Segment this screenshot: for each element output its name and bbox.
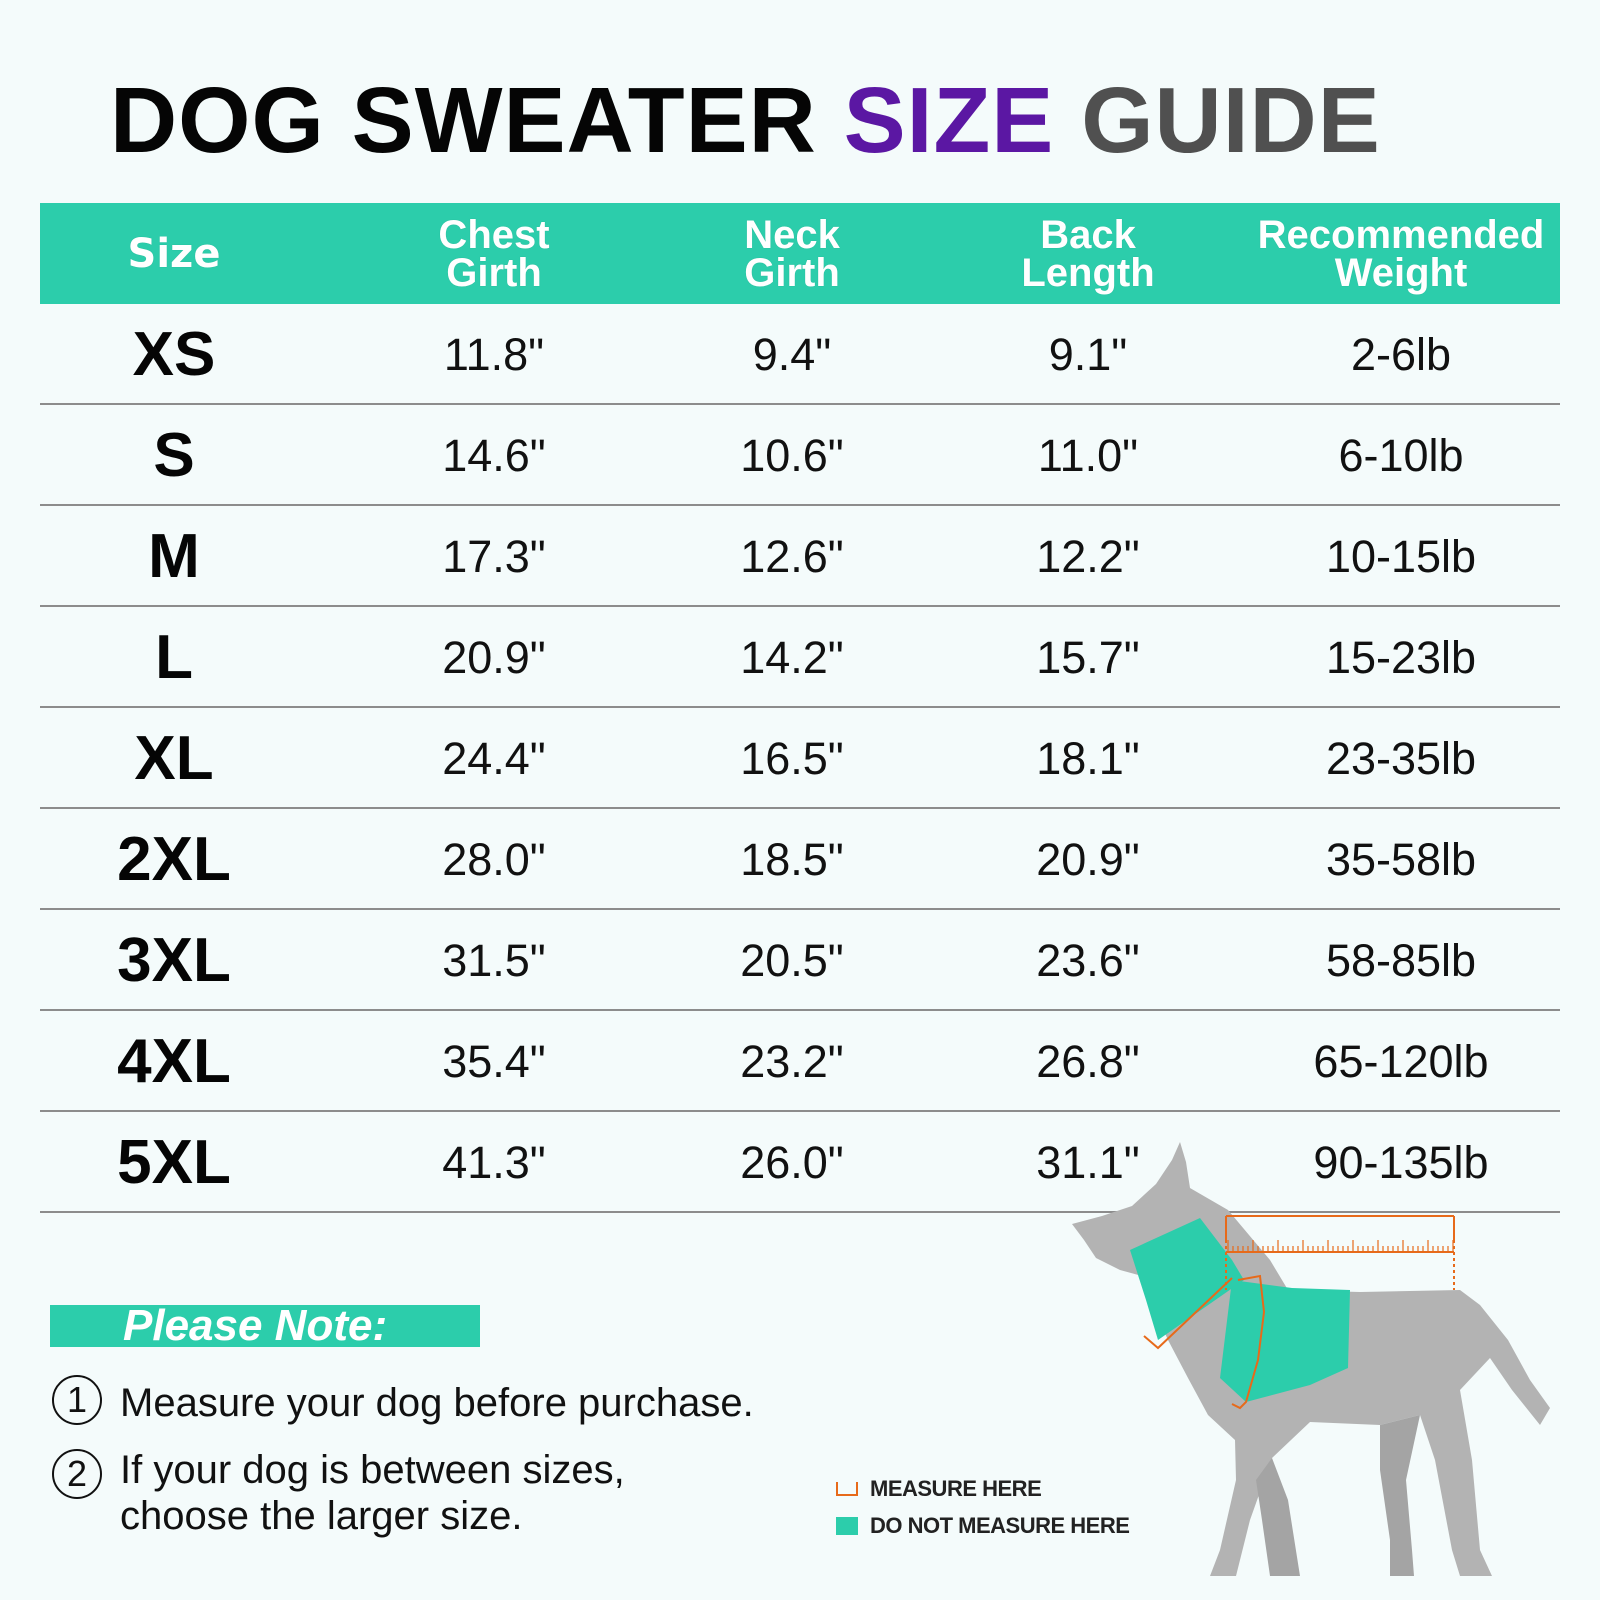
cell-back: 18.1": [1036, 732, 1140, 784]
dog-back-leg: [1380, 1415, 1420, 1576]
neck-measure-line: [1143, 1277, 1233, 1350]
legend-do-not-label: DO NOT MEASURE HERE: [870, 1513, 1130, 1538]
legend-measure-label: MEASURE HERE: [870, 1476, 1042, 1501]
cell-neck: 23.2": [740, 1035, 844, 1087]
cell-back: 23.6": [1036, 934, 1140, 986]
cell-back: 26.8": [1036, 1035, 1140, 1087]
table-row: XL 24.4" 16.5" 18.1" 23-35lb: [40, 708, 1560, 809]
dog-silhouette-icon: [1072, 1142, 1550, 1576]
note-title-bar: [50, 1305, 480, 1347]
cell-weight: 23-35lb: [1325, 732, 1477, 784]
table-row: 4XL 35.4" 23.2" 26.8" 65-120lb: [40, 1011, 1560, 1112]
size-table-header: Size Chest Girth Neck Girth Back Length …: [40, 203, 1560, 304]
cell-weight: 2-6lb: [1350, 328, 1452, 380]
cell-weight: 58-85lb: [1325, 934, 1477, 986]
cell-back: 15.7": [1036, 631, 1140, 683]
header-neck-line2: Girth: [744, 250, 840, 295]
legend-do-not-measure: DO NOT MEASURE HERE: [836, 1513, 1130, 1539]
cell-neck: 16.5": [740, 732, 844, 784]
cell-chest: 31.5": [442, 934, 546, 986]
cell-chest: 35.4": [442, 1035, 546, 1087]
table-row: M 17.3" 12.6" 12.2" 10-15lb: [40, 506, 1560, 607]
header-weight-line2: Weight: [1334, 250, 1468, 295]
cell-size: L: [155, 623, 193, 692]
cell-chest: 11.8": [443, 328, 545, 380]
header-chest-girth: Chest Girth: [438, 203, 549, 304]
cell-chest: 24.4": [442, 732, 546, 784]
header-chest-line1: Chest: [438, 212, 550, 257]
header-size: Size: [128, 203, 221, 304]
cell-weight: 35-58lb: [1325, 833, 1477, 885]
cell-neck: 9.4": [752, 328, 832, 380]
ruler-ticks: [1227, 1240, 1454, 1252]
ruler-icon: [836, 1482, 858, 1496]
note-title: Please Note:: [123, 1301, 388, 1350]
sweater-neck: [1130, 1218, 1244, 1340]
cell-weight: 6-10lb: [1338, 429, 1464, 481]
table-row: S 14.6" 10.6" 11.0" 6-10lb: [40, 405, 1560, 506]
cell-back: 12.2": [1036, 530, 1140, 582]
cell-size: M: [148, 522, 200, 591]
cell-size: XL: [134, 724, 214, 793]
header-weight-line1: Recommended: [1257, 212, 1545, 257]
cell-neck: 20.5": [740, 934, 844, 986]
header-back-line2: Length: [1021, 250, 1155, 295]
cell-weight: 65-120lb: [1313, 1035, 1489, 1087]
back-length-ruler: [1225, 1215, 1455, 1290]
note-number-2-badge: 2: [52, 1449, 102, 1499]
table-row: 5XL 41.3" 26.0" 31.1" 90-135lb: [40, 1112, 1560, 1213]
cell-neck: 10.6": [740, 429, 844, 481]
header-chest-line2: Girth: [446, 250, 542, 295]
legend-measure-here: MEASURE HERE: [836, 1476, 1042, 1502]
cell-size: 5XL: [117, 1128, 231, 1197]
title-word-dog-sweater: DOG SWEATER: [110, 68, 817, 172]
table-row: L 20.9" 14.2" 15.7" 15-23lb: [40, 607, 1560, 708]
cell-size: 2XL: [117, 825, 231, 894]
note-item-1-text: Measure your dog before purchase.: [120, 1381, 754, 1425]
teal-swatch-icon: [836, 1517, 858, 1535]
header-back-length: Back Length: [1021, 203, 1154, 304]
cell-back: 31.1": [1036, 1136, 1140, 1188]
cell-size: 3XL: [117, 926, 231, 995]
cell-chest: 14.6": [442, 429, 546, 481]
title-word-guide: GUIDE: [1081, 68, 1381, 172]
title-word-size: SIZE: [843, 68, 1055, 172]
cell-back: 20.9": [1036, 833, 1140, 885]
cell-back: 9.1": [1048, 328, 1128, 380]
cell-weight: 90-135lb: [1313, 1136, 1489, 1188]
header-recommended-weight: Recommended Weight: [1258, 203, 1545, 304]
cell-weight: 10-15lb: [1325, 530, 1477, 582]
header-neck-line1: Neck: [744, 212, 840, 257]
header-neck-girth: Neck Girth: [744, 203, 840, 304]
dog-front-leg: [1256, 1458, 1300, 1576]
cell-neck: 18.5": [740, 833, 844, 885]
cell-weight: 15-23lb: [1325, 631, 1477, 683]
cell-chest: 17.3": [442, 530, 546, 582]
cell-size: S: [153, 421, 195, 490]
table-row: 2XL 28.0" 18.5" 20.9" 35-58lb: [40, 809, 1560, 910]
cell-chest: 41.3": [442, 1136, 546, 1188]
cell-neck: 26.0": [740, 1136, 844, 1188]
cell-chest: 20.9": [442, 631, 546, 683]
table-row: 3XL 31.5" 20.5" 23.6" 58-85lb: [40, 910, 1560, 1011]
table-row: XS 11.8" 9.4" 9.1" 2-6lb: [40, 304, 1560, 405]
note-number-1-badge: 1: [52, 1375, 102, 1425]
header-size-label: Size: [127, 230, 221, 277]
cell-size: 4XL: [117, 1027, 231, 1096]
cell-back: 11.0": [1037, 429, 1139, 481]
cell-neck: 12.6": [740, 530, 844, 582]
chest-measure-line: [1231, 1274, 1266, 1410]
cell-chest: 28.0": [442, 833, 546, 885]
note-item-2-line1: If your dog is between sizes,: [120, 1448, 625, 1492]
sweater-body: [1220, 1280, 1350, 1402]
cell-size: XS: [132, 320, 216, 389]
note-item-2-line2: choose the larger size.: [120, 1494, 523, 1538]
header-back-line1: Back: [1040, 212, 1136, 257]
page-title: DOG SWEATER SIZE GUIDE: [110, 70, 1550, 170]
cell-neck: 14.2": [740, 631, 844, 683]
